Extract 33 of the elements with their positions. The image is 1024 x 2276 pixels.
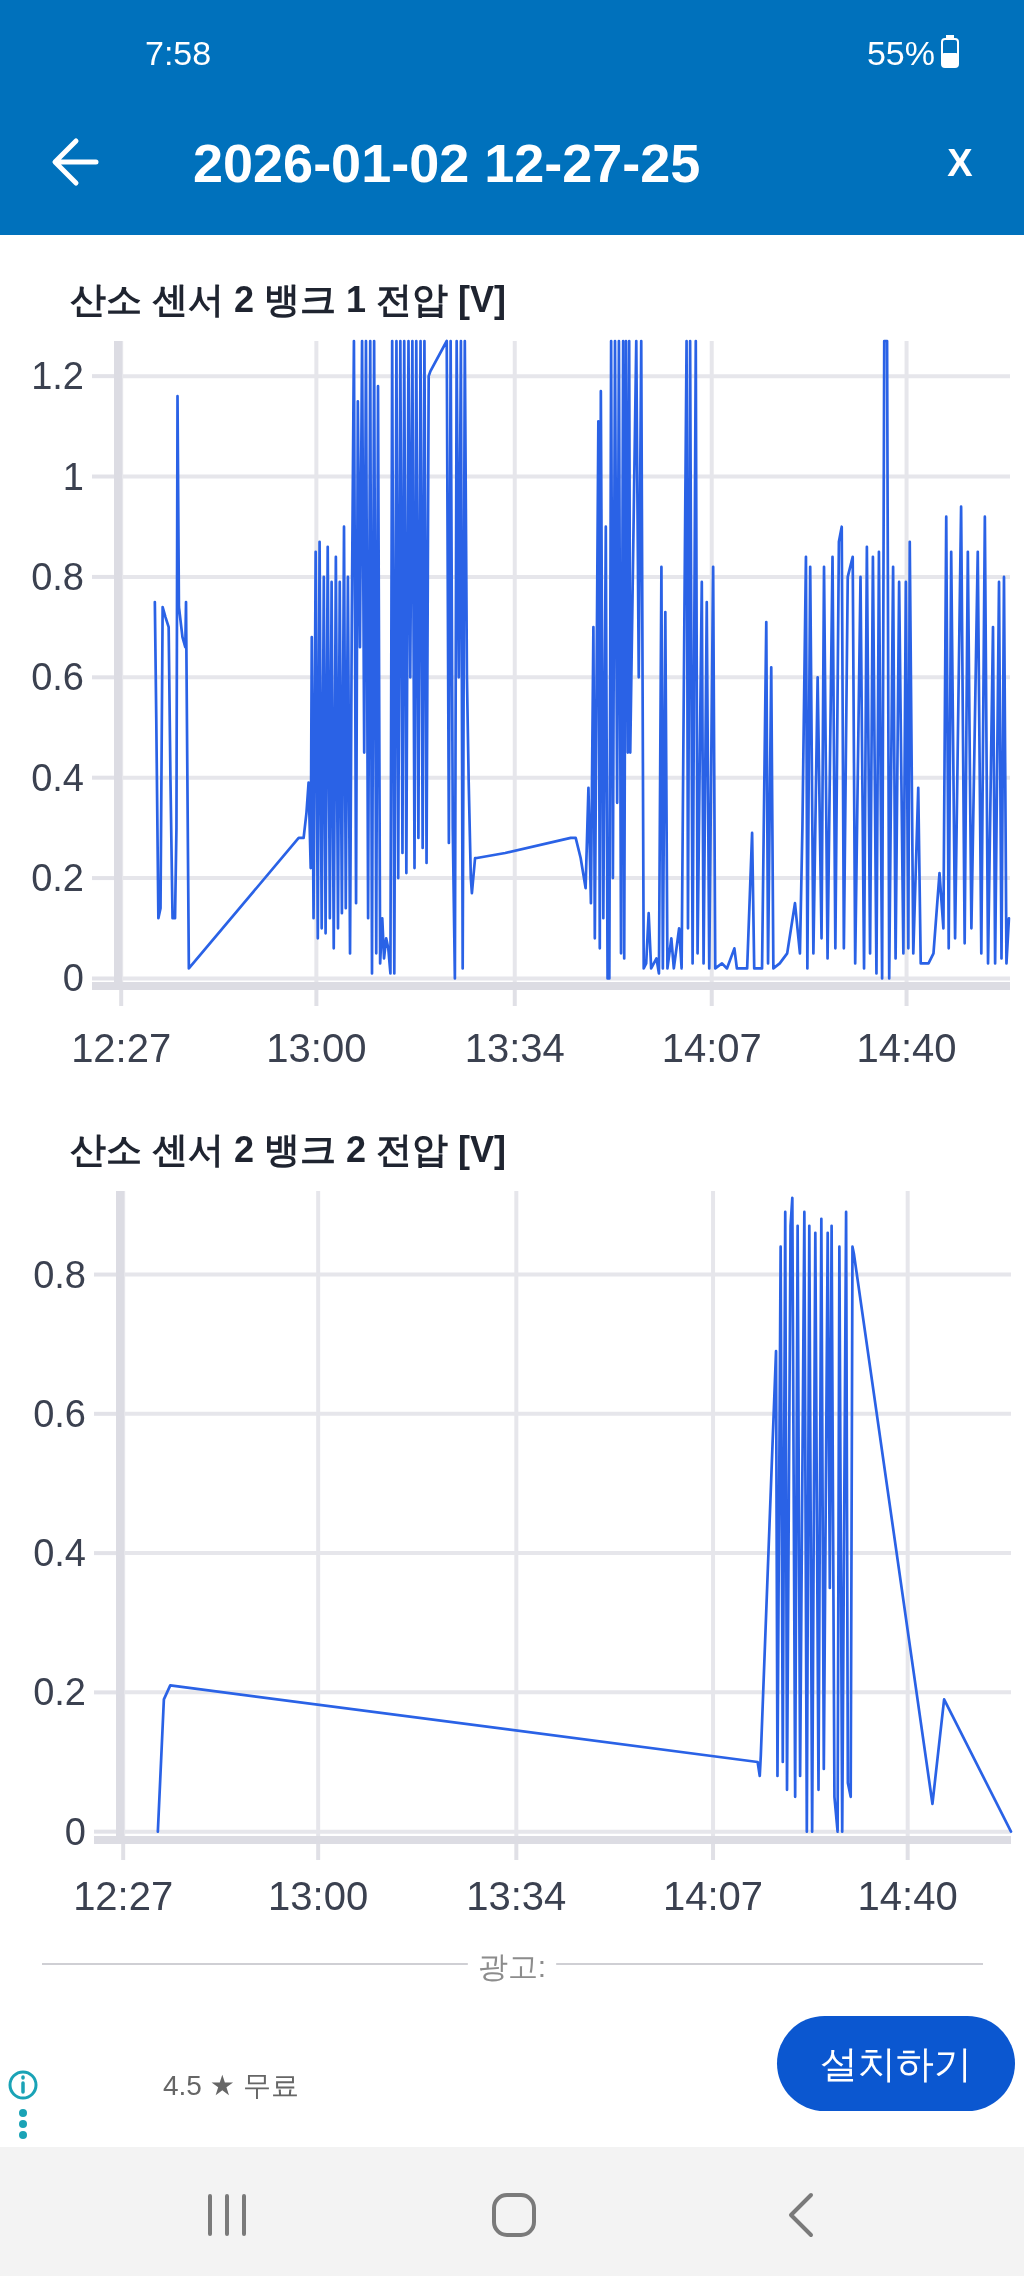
text: 4.5 ★ 무료 — [163, 2069, 299, 2101]
text: 2026-01-02 12-27-25 — [193, 133, 701, 193]
x-tick-label: 12:27 — [73, 1874, 174, 1918]
x-tick-label: 12:27 — [71, 1026, 172, 1070]
x-tick-label: 13:00 — [268, 1874, 369, 1918]
x-tick-label: 13:34 — [464, 1026, 565, 1070]
y-tick-label: 0.8 — [31, 555, 84, 598]
y-tick-label: 1.2 — [31, 355, 84, 398]
text: 55% — [866, 34, 935, 72]
line-series — [156, 1196, 1013, 1833]
text: 설치하기 — [820, 2043, 972, 2085]
text: 광고: — [477, 1949, 547, 1983]
line-series — [153, 339, 1011, 980]
x-tick-label: 14:40 — [856, 1026, 957, 1070]
text: 7:58 — [145, 34, 212, 72]
x-tick-label: 14:07 — [663, 1874, 764, 1918]
chart-title: 산소 센서 2 뱅크 1 전압 [V] — [70, 278, 507, 320]
y-tick-label: 0.2 — [33, 1671, 86, 1714]
x-tick-label: 14:07 — [661, 1026, 762, 1070]
y-tick-label: 0.2 — [31, 857, 84, 900]
y-tick-label: 0 — [62, 957, 84, 1000]
y-tick-label: 0.4 — [31, 756, 84, 799]
y-tick-label: 0.4 — [33, 1532, 86, 1575]
x-tick-label: 13:34 — [466, 1874, 567, 1918]
y-tick-label: 0.6 — [31, 656, 84, 699]
y-tick-label: 1 — [62, 455, 84, 498]
x-tick-label: 13:00 — [266, 1026, 367, 1070]
y-tick-label: 0.6 — [33, 1392, 86, 1435]
y-tick-label: 0 — [64, 1810, 86, 1853]
text: X — [947, 142, 974, 184]
x-tick-label: 14:40 — [857, 1874, 958, 1918]
chart-title: 산소 센서 2 뱅크 2 전압 [V] — [70, 1128, 507, 1170]
y-tick-label: 0.8 — [33, 1253, 86, 1296]
